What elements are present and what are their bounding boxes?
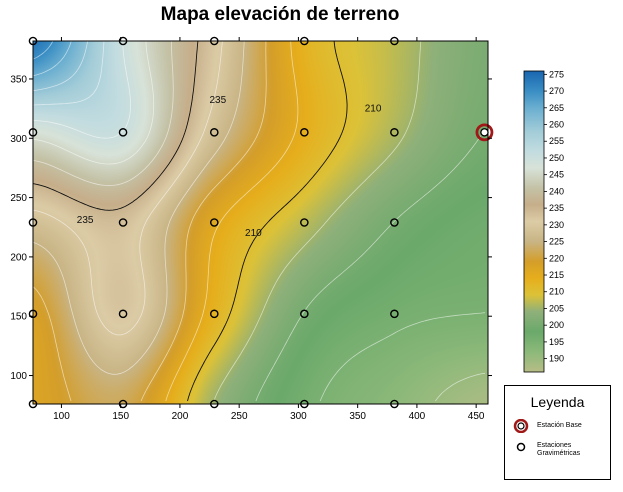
y-tick-label-3: 250 <box>10 193 27 204</box>
chart-title: Mapa elevación de terreno <box>160 4 400 25</box>
base-station-ring <box>475 123 494 142</box>
contour-215 <box>165 40 299 402</box>
contour-265 <box>32 40 72 77</box>
legend-item-grav-stations: Estaciones Gravimétricas <box>513 442 607 458</box>
y-tick-label-2: 200 <box>10 252 27 263</box>
y-tick-label-4: 300 <box>10 134 27 145</box>
x-tick-label-1: 150 <box>112 411 129 422</box>
contour-230 <box>32 40 223 336</box>
plot-frame <box>32 40 489 405</box>
colorbar-label-8: 230 <box>549 220 564 230</box>
contour-260 <box>32 40 88 92</box>
contour-label-1: 235 <box>77 215 94 226</box>
contour-245 <box>32 40 155 165</box>
x-tick-label-5: 350 <box>349 411 366 422</box>
colorbar-label-13: 255 <box>549 136 564 146</box>
grav-station-icon <box>516 442 526 452</box>
contour-205 <box>213 40 422 402</box>
base-station-marker <box>480 128 489 137</box>
station-marker-12 <box>209 218 219 227</box>
y-tick-label-0: 100 <box>10 371 27 382</box>
station-marker-16 <box>118 309 128 319</box>
contour-labels: 235 235 210 210 <box>77 95 382 239</box>
station-marker-7 <box>209 128 219 137</box>
station-marker-13 <box>300 218 309 227</box>
y-axis: 100 150 200 250 300 350 <box>10 74 492 382</box>
colorbar-label-1: 195 <box>549 337 564 347</box>
contour-190 <box>435 372 486 402</box>
colorbar-label-15: 265 <box>549 103 564 113</box>
colorbar-label-0: 190 <box>549 354 564 364</box>
colorbar-label-2: 200 <box>549 320 564 330</box>
station-marker-11 <box>118 218 128 227</box>
x-tick-label-6: 400 <box>409 411 426 422</box>
elevation-surface <box>33 41 488 404</box>
contour-label-0: 235 <box>210 95 227 106</box>
x-tick-label-4: 300 <box>290 411 307 422</box>
contour-210 <box>187 40 348 402</box>
y-tick-label-1: 150 <box>10 312 27 323</box>
colorbar-label-6: 220 <box>549 253 564 263</box>
station-marker-19 <box>390 309 399 319</box>
contour-225 <box>32 40 245 375</box>
colorbar-label-9: 235 <box>549 203 564 213</box>
legend-title: Leyenda <box>530 394 585 410</box>
x-axis: 100 150 200 250 300 350 400 450 <box>53 37 485 422</box>
colorbar-label-11: 245 <box>549 170 564 180</box>
x-tick-label-0: 100 <box>53 411 70 422</box>
contour-255 <box>32 40 105 106</box>
colorbar-label-5: 215 <box>549 270 564 280</box>
y-tick-label-5: 350 <box>10 74 27 85</box>
contour-235 <box>32 40 199 211</box>
station-marker-8 <box>300 128 309 137</box>
colorbar-label-7: 225 <box>549 237 564 247</box>
legend-item-base-station: Estación Base <box>513 419 582 433</box>
station-marker-17 <box>209 309 219 319</box>
contour-270 <box>32 40 54 60</box>
colorbar-label-17: 275 <box>549 69 564 79</box>
contour-label-2: 210 <box>365 103 382 114</box>
station-marker-6 <box>118 128 128 137</box>
legend: Leyenda Estación Base Estaciones Gravimé… <box>504 385 611 480</box>
colorbar-label-16: 270 <box>549 86 564 96</box>
x-tick-label-3: 250 <box>231 411 248 422</box>
legend-label-base: Estación Base <box>537 422 582 429</box>
colorbar-label-3: 205 <box>549 303 564 313</box>
colorbar-label-14: 260 <box>549 120 564 130</box>
colorbar-label-12: 250 <box>549 153 564 163</box>
contour-label-3: 210 <box>245 228 262 239</box>
contour-195 <box>319 312 486 402</box>
contour-lines <box>32 40 486 402</box>
elevation-raster <box>33 41 488 404</box>
colorbar: 190 195 200 205 210 215 220 225 230 235 240 245 250 2… <box>523 69 564 373</box>
colorbar-ramp <box>523 70 545 373</box>
x-tick-label-2: 200 <box>172 411 189 422</box>
legend-label-grav: Estaciones Gravimétricas <box>537 442 581 457</box>
x-tick-label-7: 450 <box>468 411 485 422</box>
station-marker-9 <box>390 128 399 137</box>
station-marker-14 <box>390 218 399 227</box>
colorbar-label-10: 240 <box>549 186 564 196</box>
station-marker-18 <box>300 309 309 319</box>
contour-240 <box>32 40 174 186</box>
contour-220 <box>32 41 267 402</box>
colorbar-label-4: 210 <box>549 287 564 297</box>
base-station-icon <box>513 419 529 433</box>
